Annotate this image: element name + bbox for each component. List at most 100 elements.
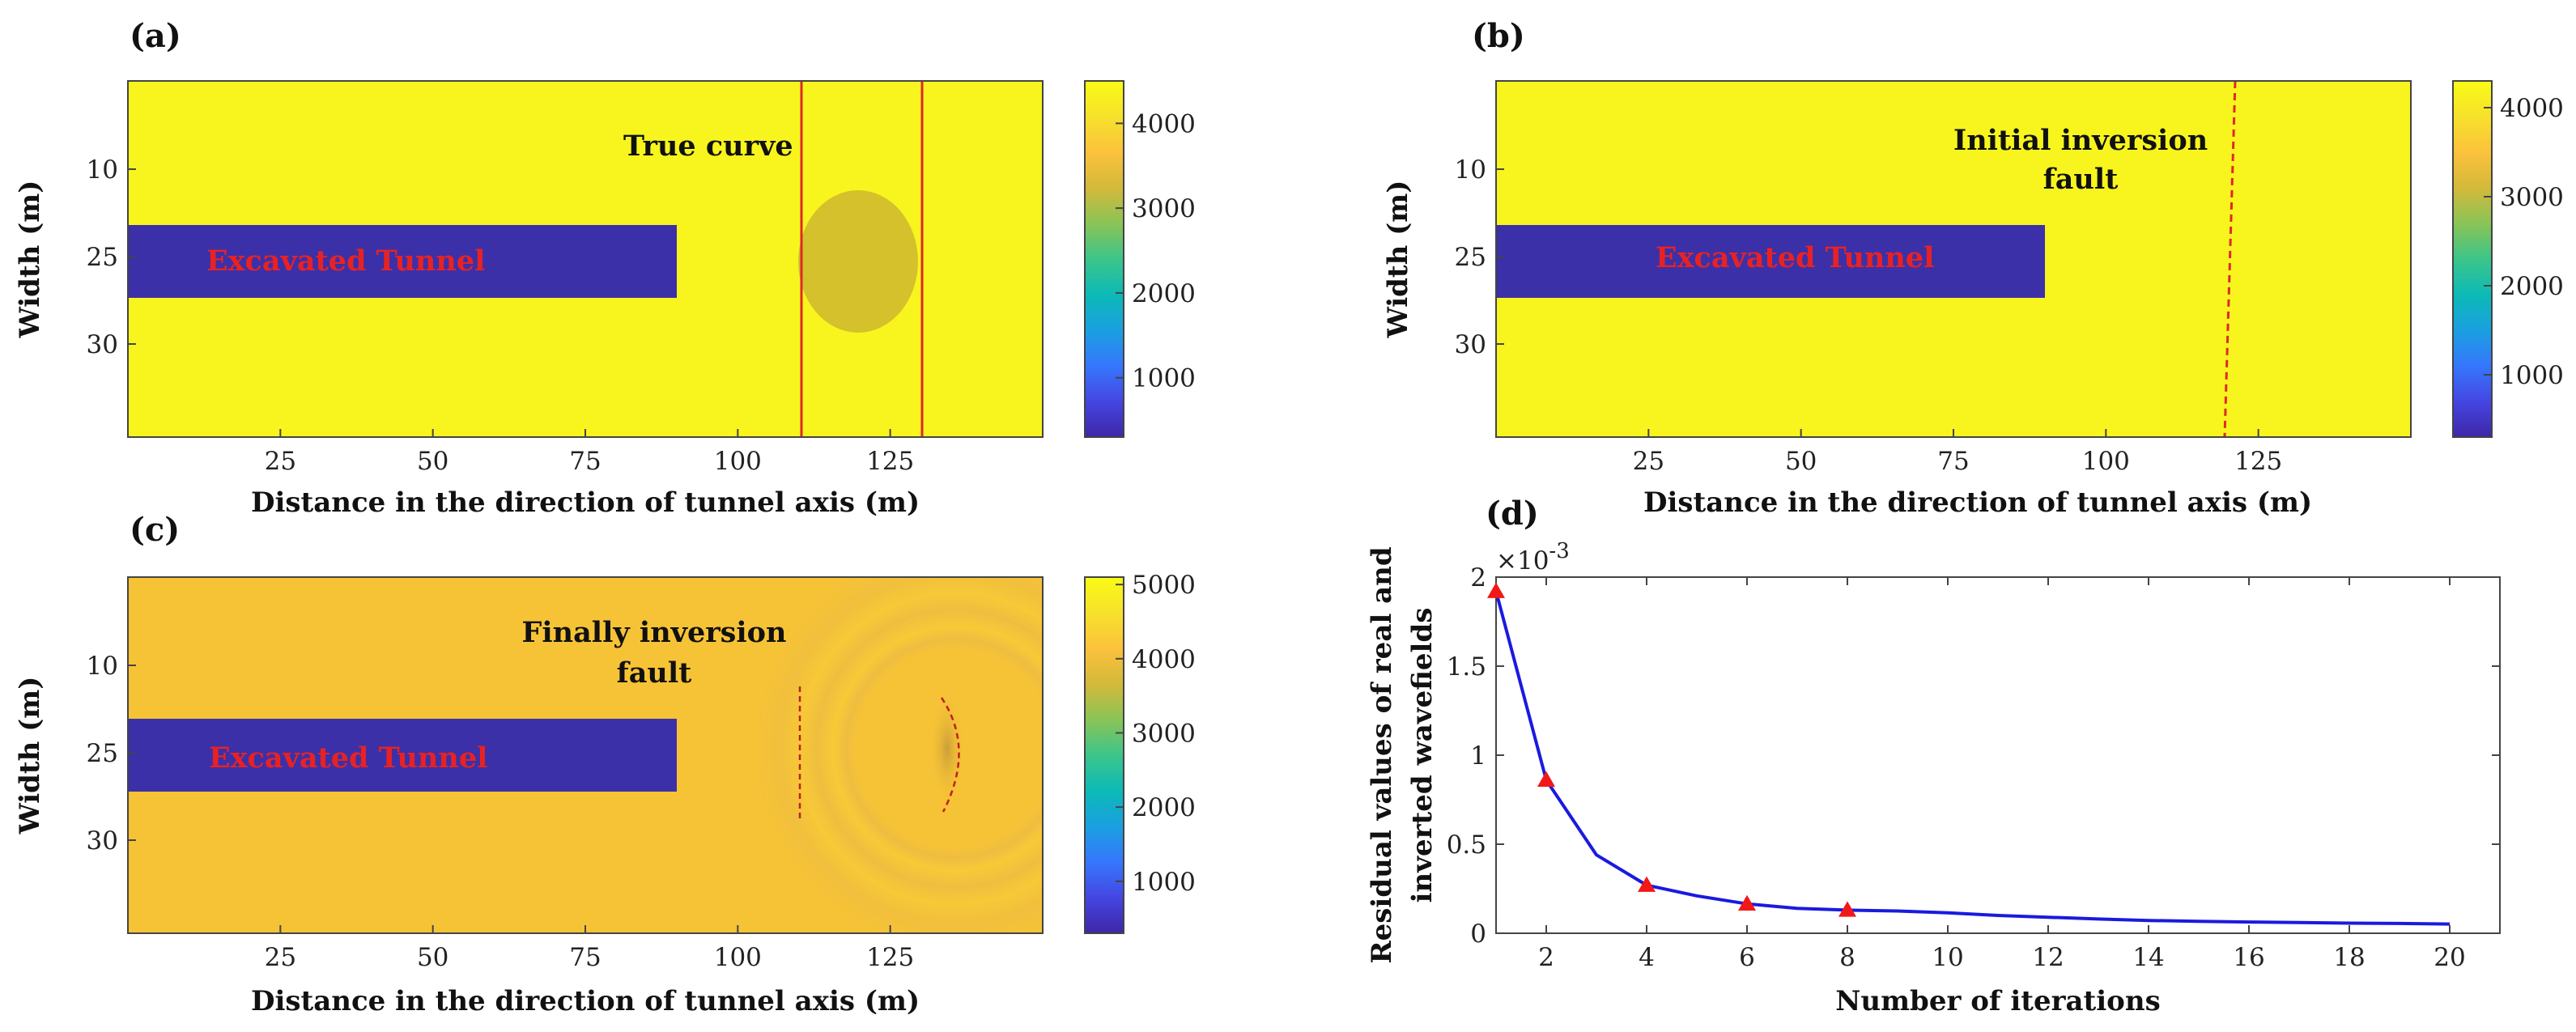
x-tick-label: 75 (569, 447, 601, 476)
panel-d: (d) 2 4 6 8 10 12 14 16 18 20 0 0.5 1 1.5 2 ×10-3 Num… (1366, 495, 2501, 1017)
tunnel-label-c: Excavated Tunnel (209, 741, 487, 775)
annotation-finally-inversion: Finally inversion (522, 616, 787, 649)
y-ticks-b: 10 25 30 (1455, 155, 1504, 359)
y-tick-label: 10 (87, 155, 118, 185)
colorbar-tick-label: 3000 (1132, 720, 1196, 749)
y-tick-label: 10 (1455, 155, 1486, 185)
colorbar-tick-label: 2000 (2500, 272, 2564, 301)
panel-a: (a) Excavated Tunnel True curve 25 50 75 10… (14, 17, 1196, 519)
x-tick-label: 12 (2032, 943, 2064, 972)
x-axis-label-c: Distance in the direction of tunnel axis… (251, 985, 920, 1017)
x-ticks-a: 25 50 75 100 125 (265, 429, 914, 476)
y-tick-label: 30 (87, 330, 118, 359)
y-axis-label-d-line2: inverted wavefields (1406, 608, 1439, 903)
data-point-marker (1487, 582, 1505, 598)
y-tick-label: 30 (87, 826, 118, 856)
colorbar-tick-label: 2000 (1132, 279, 1196, 308)
x-tick-label: 25 (265, 943, 296, 972)
data-point-marker (1838, 901, 1856, 917)
x-axis-label-d: Number of iterations (1835, 985, 2160, 1017)
y-axis-label-b: Width (m) (1382, 180, 1414, 339)
x-tick-label: 18 (2333, 943, 2365, 972)
line-series-d (1494, 591, 2451, 926)
colorbar-tick-label: 2000 (1132, 793, 1196, 822)
panel-c: (c) Excavated Tunnel Finally inversion f… (14, 511, 1196, 1017)
panel-b: (b) Excavated Tunnel Initial inversion f… (1382, 17, 2564, 519)
initial-inversion-fault-line (2223, 80, 2237, 438)
x-tick-label: 50 (417, 943, 448, 972)
y-axis-label-c: Width (m) (14, 677, 46, 835)
y-tick-label: 0.5 (1447, 830, 1486, 860)
exponent-value: -3 (1549, 539, 1569, 563)
x-tick-label: 125 (866, 447, 914, 476)
y-tick-label: 10 (87, 652, 118, 681)
panel-label-a: (a) (130, 17, 181, 55)
y-axis-label-d-line1: Residual values of real and (1366, 546, 1398, 963)
colorbar-ticks-a: 1000 2000 3000 4000 (1116, 109, 1196, 393)
colorbar-tick-label: 3000 (1132, 194, 1196, 223)
y-tick-label: 2 (1470, 563, 1486, 592)
y-ticks-a: 10 25 30 (87, 155, 136, 359)
colorbar-tick-label: 1000 (2500, 361, 2564, 390)
colorbar-tick-label: 5000 (1132, 571, 1196, 600)
x-axis-label-b: Distance in the direction of tunnel axis… (1643, 486, 2312, 519)
residual-line (1494, 591, 2451, 926)
panel-label-c: (c) (130, 511, 180, 549)
tunnel-label-b: Excavated Tunnel (1656, 241, 1934, 274)
colorbar-tick-label: 1000 (1132, 868, 1196, 897)
x-tick-label: 14 (2132, 943, 2164, 972)
x-tick-label: 100 (714, 447, 762, 476)
data-point-marker (1638, 876, 1656, 892)
colorbar-a (1084, 80, 1124, 438)
x-tick-label: 10 (1932, 943, 1963, 972)
colorbar-ticks-c: 1000 2000 3000 4000 5000 (1116, 571, 1196, 897)
colorbar-tick-label: 4000 (1132, 645, 1196, 674)
x-tick-label: 100 (2082, 447, 2130, 476)
x-tick-label: 50 (417, 447, 448, 476)
x-tick-label: 75 (569, 943, 601, 972)
colorbar-tick-label: 4000 (2500, 94, 2564, 123)
excavated-tunnel-a (128, 225, 677, 298)
data-point-marker (1738, 894, 1756, 911)
colorbar-ticks-b: 1000 2000 3000 4000 (2484, 94, 2564, 390)
y-tick-label: 25 (87, 739, 118, 768)
y-ticks-c: 10 25 30 (87, 652, 136, 856)
x-axis-label-a: Distance in the direction of tunnel axis… (251, 486, 920, 519)
x-tick-label: 25 (265, 447, 296, 476)
x-tick-label: 8 (1839, 943, 1855, 972)
y-axis-label-a: Width (m) (14, 180, 46, 339)
x-ticks-d: 2 4 6 8 10 12 14 16 18 20 (1538, 577, 2466, 972)
excavated-tunnel-b (1496, 225, 2045, 298)
x-tick-label: 75 (1937, 447, 1969, 476)
panel-label-d: (d) (1486, 495, 1539, 533)
y-tick-label: 1.5 (1447, 652, 1486, 682)
annotation-final-fault: fault (617, 656, 692, 690)
x-ticks-b: 25 50 75 100 125 (1633, 429, 2282, 476)
x-tick-label: 2 (1538, 943, 1554, 972)
colorbar-tick-label: 4000 (1132, 109, 1196, 138)
colorbar-tick-label: 1000 (1132, 364, 1196, 393)
x-tick-label: 20 (2434, 943, 2465, 972)
y-ticks-d: 0 0.5 1 1.5 2 (1447, 563, 2500, 949)
y-tick-label: 0 (1470, 919, 1486, 949)
y-tick-label: 30 (1455, 330, 1486, 359)
final-inversion-fault-curve (940, 697, 960, 813)
y-tick-label: 1 (1470, 741, 1486, 771)
annotation-true-curve: True curve (623, 130, 793, 163)
panel-label-b: (b) (1472, 17, 1525, 55)
markers-d (1487, 582, 1856, 917)
x-tick-label: 25 (1633, 447, 1664, 476)
wave-pattern-overlay (729, 577, 1043, 933)
colorbar-c (1084, 576, 1124, 934)
true-anomaly (798, 190, 918, 333)
excavated-tunnel-c (128, 719, 677, 792)
x-tick-label: 125 (2234, 447, 2282, 476)
y-tick-label: 25 (87, 243, 118, 272)
colorbar-b (2452, 80, 2493, 438)
x-tick-label: 100 (714, 943, 762, 972)
annotation-initial-inversion: Initial inversion (1953, 124, 2208, 157)
exponent-label: ×10-3 (1496, 539, 1570, 575)
data-point-marker (1537, 771, 1555, 788)
colorbar-tick-label: 3000 (2500, 183, 2564, 212)
